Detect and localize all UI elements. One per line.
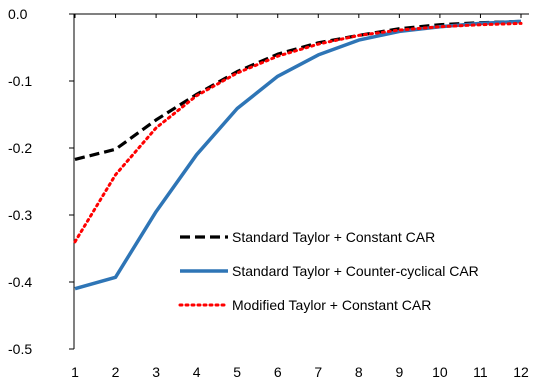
x-tick-label: 7	[314, 364, 322, 380]
series-line-2	[74, 19, 522, 291]
series-lines	[73, 19, 523, 291]
legend-label-2: Standard Taylor + Counter-cyclical CAR	[232, 263, 479, 279]
y-tick-label: -0.4	[8, 274, 32, 290]
x-tick-label: 2	[112, 364, 120, 380]
x-tick-label: 9	[395, 364, 403, 380]
x-tick-label: 8	[355, 364, 363, 380]
y-tick-label: 0.0	[8, 6, 28, 22]
y-tick-label: -0.1	[8, 73, 32, 89]
y-tick-label: -0.3	[8, 207, 32, 223]
series-line-3	[73, 21, 523, 244]
x-tick-label: 4	[193, 364, 201, 380]
x-tick-label: 12	[513, 364, 529, 380]
y-tick-label: -0.2	[8, 140, 32, 156]
legend-label-1: Standard Taylor + Constant CAR	[232, 229, 435, 245]
x-tick-label: 11	[473, 364, 488, 380]
legend: Standard Taylor + Constant CAR Standard T…	[178, 229, 479, 313]
y-axis: 0.0 -0.1 -0.2 -0.3 -0.4 -0.5	[8, 6, 75, 357]
x-axis: 1 2 3 4 5 6 7 8 9 10 11 12	[71, 13, 529, 380]
x-tick-label: 1	[71, 364, 79, 380]
series-line-1	[74, 19, 522, 161]
x-tick-label: 10	[432, 364, 448, 380]
x-tick-label: 6	[274, 364, 282, 380]
y-tick-label: -0.5	[8, 341, 32, 357]
x-tick-label: 5	[233, 364, 241, 380]
x-tick-label: 3	[152, 364, 160, 380]
legend-label-3: Modified Taylor + Constant CAR	[232, 297, 431, 313]
